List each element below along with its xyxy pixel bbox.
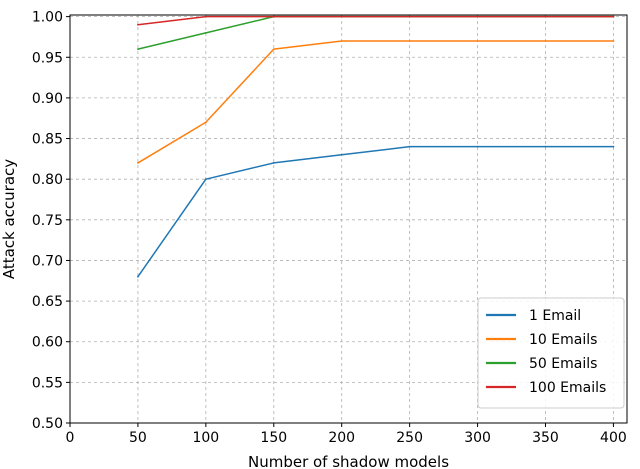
y-tick-label: 0.90 xyxy=(32,91,63,107)
data-point xyxy=(137,48,139,51)
y-tick-label: 0.65 xyxy=(32,294,63,310)
data-point xyxy=(272,15,275,18)
y-tick-label: 0.50 xyxy=(32,416,63,432)
data-point xyxy=(476,15,479,18)
series-line-0 xyxy=(137,145,614,278)
x-tick-label: 50 xyxy=(129,430,147,446)
data-point xyxy=(204,31,207,34)
legend-label: 10 Emails xyxy=(529,332,597,348)
x-axis: 0 50 100 150 200 250 300 350 400 xyxy=(66,423,627,446)
y-tick-label: 0.70 xyxy=(32,253,63,269)
y-tick-label: 0.85 xyxy=(32,132,63,148)
x-tick-label: 0 xyxy=(66,430,75,446)
legend-label: 50 Emails xyxy=(529,356,597,372)
data-point xyxy=(408,15,411,18)
data-point xyxy=(476,145,479,148)
x-axis-label: Number of shadow models xyxy=(248,453,449,469)
x-tick-label: 150 xyxy=(260,430,287,446)
data-point xyxy=(340,15,343,18)
data-point xyxy=(137,275,139,278)
y-tick-label: 1.00 xyxy=(32,10,63,26)
data-point xyxy=(612,40,615,42)
data-point xyxy=(408,40,411,42)
y-axis-label: Attack accuracy xyxy=(0,159,18,279)
y-axis: 0.50 0.55 0.60 0.65 0.70 0.75 0.80 0.85 0.90 0.95… xyxy=(32,10,70,432)
series-line-1 xyxy=(137,40,614,164)
y-tick-label: 0.75 xyxy=(32,213,63,229)
y-tick-label: 0.60 xyxy=(32,335,63,351)
x-tick-label: 300 xyxy=(464,430,491,446)
data-point xyxy=(204,121,207,124)
x-tick-label: 200 xyxy=(328,430,355,446)
x-tick-label: 250 xyxy=(396,430,423,446)
data-point xyxy=(476,40,479,42)
plot-frame xyxy=(69,14,628,424)
data-point xyxy=(204,178,207,181)
data-point xyxy=(137,23,139,26)
data-point xyxy=(612,145,615,148)
series-line-3 xyxy=(137,15,614,26)
x-tick-label: 350 xyxy=(532,430,559,446)
legend: 1 Email 10 Emails 50 Emails 100 Emails xyxy=(477,297,625,409)
data-point xyxy=(408,145,411,148)
data-point xyxy=(544,145,547,148)
legend-label: 100 Emails xyxy=(529,380,606,396)
data-point xyxy=(272,162,275,164)
data-point xyxy=(137,162,139,164)
x-tick-label: 400 xyxy=(600,430,627,446)
series-lines xyxy=(137,15,615,278)
data-point xyxy=(340,40,343,42)
x-tick-label: 100 xyxy=(192,430,219,446)
data-point xyxy=(612,15,615,18)
y-tick-label: 0.95 xyxy=(32,50,63,66)
data-point xyxy=(272,48,275,51)
data-point xyxy=(544,15,547,18)
legend-box xyxy=(477,297,625,409)
data-point xyxy=(544,40,547,42)
data-point xyxy=(340,153,343,156)
y-tick-label: 0.55 xyxy=(32,375,63,391)
y-tick-label: 0.80 xyxy=(32,172,63,188)
legend-label: 1 Email xyxy=(529,308,581,324)
data-point xyxy=(204,15,207,18)
